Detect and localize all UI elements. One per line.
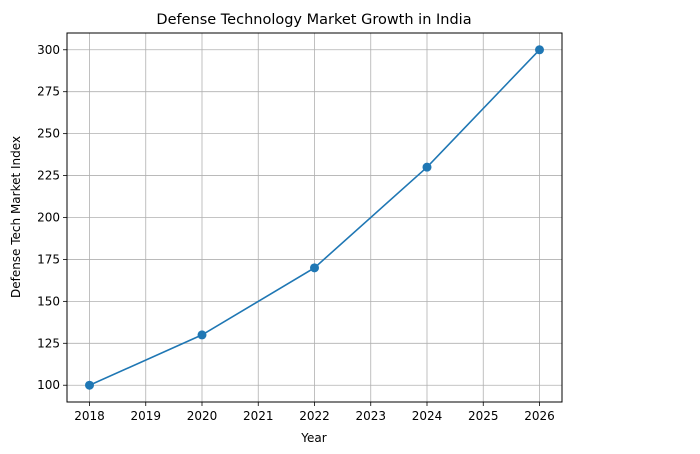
y-tick-label: 275 (37, 85, 60, 99)
data-point (535, 45, 544, 55)
x-tick-label: 2024 (412, 409, 443, 423)
x-tick-label: 2022 (299, 409, 330, 423)
data-point (85, 380, 94, 390)
x-tick-label: 2020 (187, 409, 218, 423)
x-tick-label: 2021 (243, 409, 274, 423)
ticks: 2018 2019 2020 2021 2022 2023 2024 2025 2026 100 1… (37, 43, 555, 423)
y-tick-label: 150 (37, 294, 60, 308)
x-tick-label: 2026 (524, 409, 555, 423)
x-tick-label: 2018 (74, 409, 105, 423)
grid (67, 33, 562, 402)
x-tick-label: 2025 (468, 409, 499, 423)
plot-area (85, 45, 544, 390)
y-tick-label: 250 (37, 127, 60, 141)
axes-frame (66, 32, 563, 403)
y-tick-label: 200 (37, 211, 60, 225)
y-tick-label: 100 (37, 378, 60, 392)
y-tick-label: 125 (37, 336, 60, 350)
x-axis-label: Year (300, 431, 326, 445)
data-point (422, 162, 432, 172)
y-tick-label: 300 (37, 43, 60, 57)
chart-title: Defense Technology Market Growth in Indi… (156, 12, 471, 28)
y-axis-label: Defense Tech Market Index (9, 136, 23, 298)
x-tick-label: 2023 (355, 409, 386, 423)
x-tick-label: 2019 (130, 409, 161, 423)
data-point (197, 330, 207, 340)
y-tick-label: 225 (37, 169, 60, 183)
data-point (310, 263, 319, 273)
y-tick-label: 175 (37, 252, 60, 266)
